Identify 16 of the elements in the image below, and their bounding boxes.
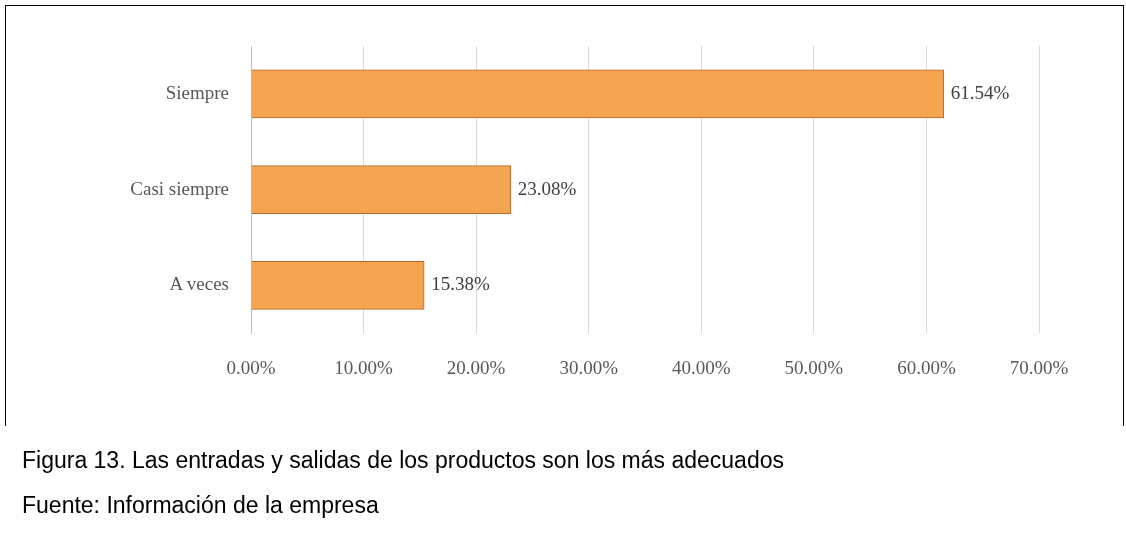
x-tick-label: 10.00% xyxy=(334,356,394,378)
data-label: 23.08% xyxy=(517,177,577,199)
data-label: 15.38% xyxy=(431,273,490,295)
y-tick-label: Siempre xyxy=(165,81,229,103)
data-label: 61.54% xyxy=(950,81,1010,103)
x-tick-label: 70.00% xyxy=(1009,356,1069,378)
x-tick-label: 60.00% xyxy=(897,356,956,378)
text: Figura 13. Las entradas y salidas de los productos son los más adecuados xyxy=(22,447,784,474)
source-note: Fuente: Información de la empresa xyxy=(22,492,380,519)
x-tick-label: 50.00% xyxy=(784,356,844,378)
x-tick-label: 0.00% xyxy=(226,356,276,378)
x-tick-label: 40.00% xyxy=(672,356,731,378)
y-tick-label: Casi siempre xyxy=(130,177,229,199)
x-tick-label: 30.00% xyxy=(559,356,619,378)
y-tick-label: A veces xyxy=(169,273,229,295)
x-tick-label: 20.00% xyxy=(446,356,506,378)
